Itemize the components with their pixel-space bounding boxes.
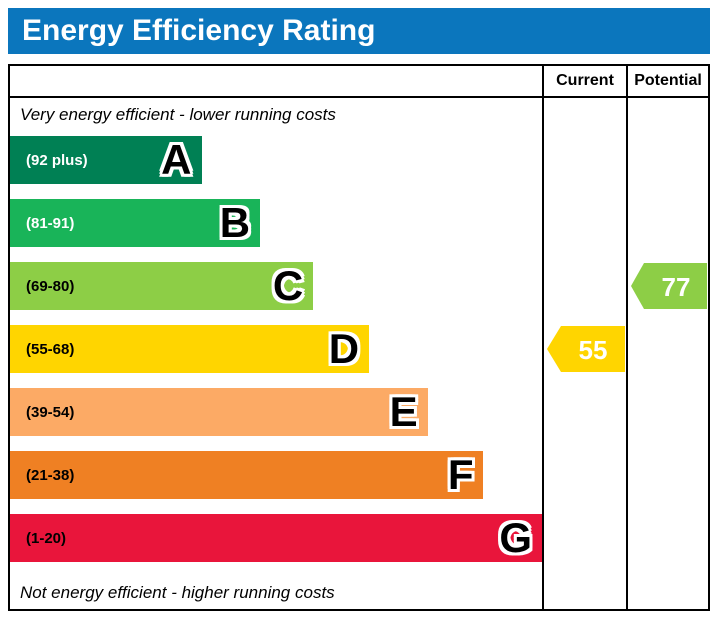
- band-range: (21-38): [26, 466, 75, 484]
- band-row-d: (55-68) D: [10, 325, 370, 373]
- chart-body: Very energy efficient - lower running co…: [10, 98, 708, 609]
- potential-column-header: Potential: [626, 66, 708, 96]
- page-title: Energy Efficiency Rating: [22, 14, 376, 47]
- bands-list: (92 plus) A (81-91) B (69-80) C (55-68) …: [10, 132, 542, 577]
- band-range: (1-20): [26, 529, 67, 547]
- band-row-a: (92 plus) A: [10, 136, 202, 184]
- epc-chart: Current Potential Very energy efficient …: [8, 64, 710, 611]
- band-row-e: (39-54) E: [10, 388, 428, 436]
- potential-rating-column: 77: [626, 98, 708, 609]
- band-row-f: (21-38) F: [10, 451, 484, 499]
- current-column-header: Current: [542, 66, 626, 96]
- band-range: (92 plus): [26, 151, 88, 169]
- band-range: (81-91): [26, 214, 75, 232]
- potential-rating-value: 77: [662, 272, 691, 302]
- current-rating-column: 55: [542, 98, 626, 609]
- band-letter: A: [161, 136, 192, 183]
- bottom-note: Not energy efficient - higher running co…: [20, 583, 335, 602]
- band-row-g: (1-20) G: [10, 514, 542, 562]
- band-row-c: (69-80) C: [10, 262, 314, 310]
- band-letter: G: [499, 514, 532, 561]
- epc-header: Energy Efficiency Rating: [8, 8, 710, 54]
- band-letter: D: [328, 325, 360, 372]
- potential-rating-arrow: 77: [631, 263, 707, 309]
- band-letter: F: [447, 451, 474, 498]
- band-letter: E: [389, 388, 418, 435]
- columns-header-spacer: [10, 66, 542, 96]
- band-range: (39-54): [26, 403, 75, 421]
- band-range: (69-80): [26, 277, 75, 295]
- band-letter: B: [219, 199, 251, 246]
- band-row-b: (81-91) B: [10, 199, 261, 247]
- band-range: (55-68): [26, 340, 75, 358]
- columns-header-row: Current Potential: [10, 66, 708, 98]
- bands-column: Very energy efficient - lower running co…: [10, 98, 542, 609]
- current-arrow-shape: [547, 326, 625, 372]
- current-rating-value: 55: [579, 335, 608, 365]
- top-note: Very energy efficient - lower running co…: [20, 105, 336, 124]
- potential-arrow-shape: [631, 263, 707, 309]
- current-rating-arrow: 55: [547, 326, 625, 372]
- band-letter: C: [272, 262, 304, 309]
